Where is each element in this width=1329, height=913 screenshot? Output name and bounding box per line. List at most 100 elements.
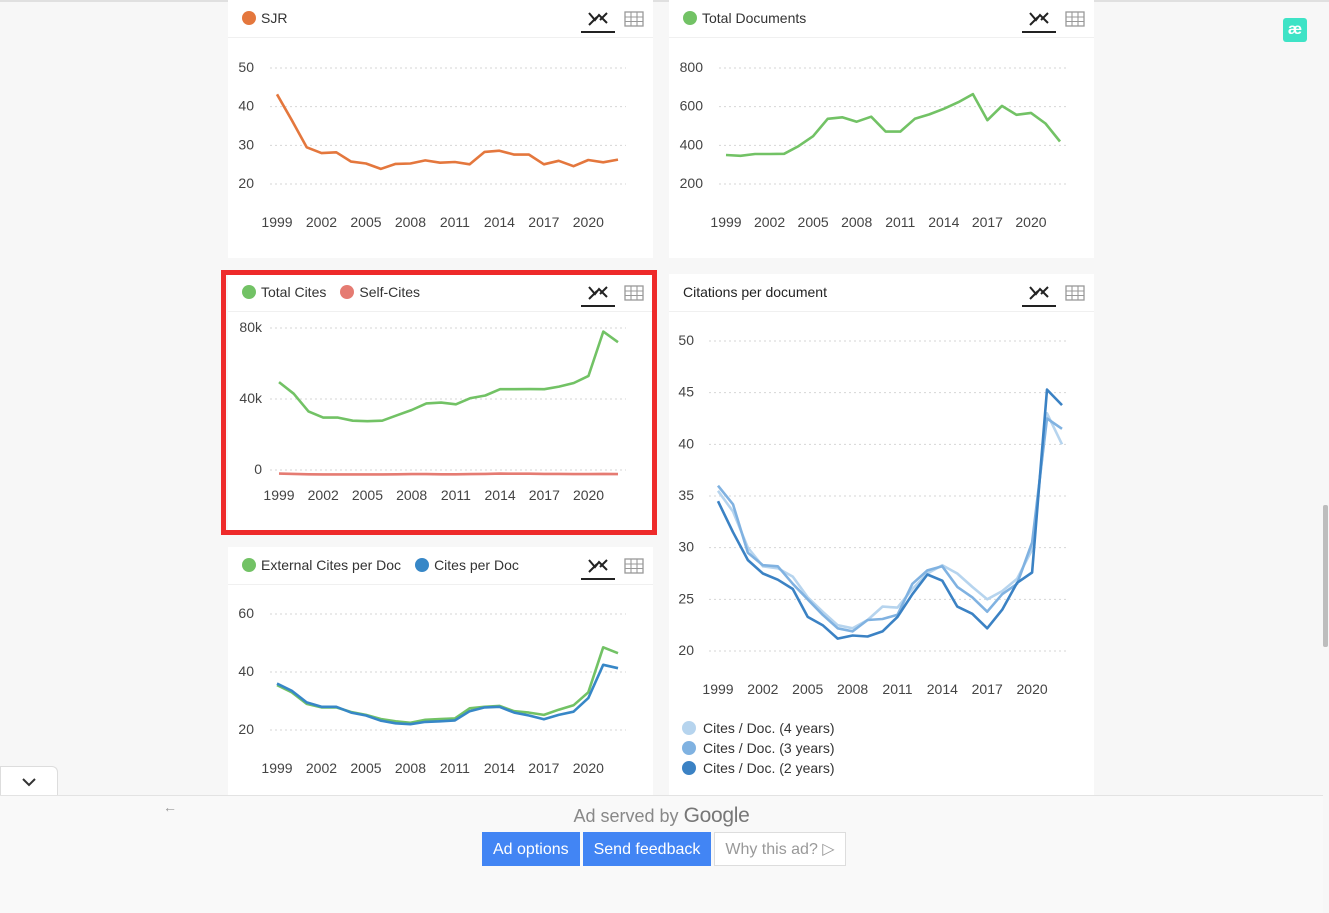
chart-legend: Cites / Doc. (4 years) Cites / Doc. (3 y… bbox=[682, 718, 834, 778]
chart-view-toggle[interactable] bbox=[581, 552, 615, 580]
x-tick-label: 2002 bbox=[754, 214, 785, 230]
legend-dot bbox=[682, 721, 696, 735]
panel-header: SJR bbox=[228, 0, 653, 38]
y-tick-label: 800 bbox=[680, 59, 704, 75]
legend-item-self-cites[interactable]: Self-Cites bbox=[340, 284, 420, 300]
ad-buttons: Ad options Send feedback Why this ad? ▷ bbox=[482, 832, 846, 866]
series-line[interactable] bbox=[716, 417, 1063, 633]
gridlines bbox=[719, 67, 1067, 185]
legend-label: Cites per Doc bbox=[434, 557, 519, 573]
x-tick-label: 1999 bbox=[263, 487, 294, 503]
chart-view-toggle[interactable] bbox=[581, 279, 615, 307]
chart-view-toggle[interactable] bbox=[581, 5, 615, 33]
back-arrow-icon[interactable]: ← bbox=[163, 799, 177, 815]
series-line[interactable] bbox=[716, 412, 1064, 630]
legend-label: SJR bbox=[261, 10, 288, 26]
series-line[interactable] bbox=[278, 330, 619, 423]
x-tick-label: 2008 bbox=[395, 214, 426, 230]
series-line[interactable] bbox=[278, 472, 619, 476]
legend-item-2-years[interactable]: Cites / Doc. (2 years) bbox=[682, 758, 834, 778]
x-tick-label: 2002 bbox=[747, 681, 778, 697]
ad-served-by: Ad served by Google bbox=[0, 804, 1323, 828]
x-tick-label: 2014 bbox=[484, 760, 515, 776]
x-tick-label: 2011 bbox=[441, 487, 471, 503]
line-chart-icon bbox=[588, 559, 608, 573]
x-tick-label: 2014 bbox=[928, 214, 959, 230]
total-documents-panel: Total Documents 200 400 600 800 1999 2002 2005… bbox=[669, 0, 1094, 258]
citations-per-document-chart: 20 25 30 35 40 45 50 1999 2002 2005 2008 2011 2014 20… bbox=[678, 332, 1067, 697]
x-tick-label: 2014 bbox=[927, 681, 958, 697]
send-feedback-button[interactable]: Send feedback bbox=[582, 832, 712, 866]
x-tick-label: 2014 bbox=[485, 487, 516, 503]
table-icon bbox=[1065, 11, 1085, 27]
x-tick-label: 2017 bbox=[528, 214, 559, 230]
x-tick-label: 2020 bbox=[1015, 214, 1046, 230]
legend-item-sjr[interactable]: SJR bbox=[242, 10, 287, 26]
legend-dot bbox=[242, 558, 256, 572]
gridlines bbox=[270, 327, 626, 471]
external-cites-panel: External Cites per Doc Cites per Doc 20 4… bbox=[228, 547, 653, 795]
extension-logo-icon[interactable]: æ bbox=[1283, 18, 1307, 42]
x-tick-label: 2020 bbox=[573, 214, 604, 230]
scrollbar-thumb[interactable] bbox=[1323, 505, 1328, 647]
legend-item-3-years[interactable]: Cites / Doc. (3 years) bbox=[682, 738, 834, 758]
total-documents-chart: 200 400 600 800 1999 2002 2005 2008 2011 2014 2017… bbox=[680, 59, 1067, 230]
series-line[interactable] bbox=[716, 388, 1063, 640]
gridlines bbox=[709, 340, 1067, 652]
chart-view-toggle[interactable] bbox=[1022, 5, 1056, 33]
legend-label: Self-Cites bbox=[359, 284, 421, 300]
y-tick-label: 20 bbox=[238, 721, 254, 737]
sjr-chart: 20 30 40 50 1999 2002 2005 2008 2011 2014 2017 2020 bbox=[238, 59, 626, 230]
panel-header: Citations per document bbox=[669, 274, 1094, 312]
x-tick-label: 2002 bbox=[306, 760, 337, 776]
x-tick-label: 2017 bbox=[972, 214, 1003, 230]
collapse-ad-button[interactable] bbox=[0, 766, 58, 796]
x-tick-label: 2014 bbox=[484, 214, 515, 230]
why-this-ad-button[interactable]: Why this ad? ▷ bbox=[714, 832, 846, 866]
legend-item-total-cites[interactable]: Total Cites bbox=[242, 284, 326, 300]
table-view-toggle[interactable] bbox=[617, 279, 651, 307]
table-view-toggle[interactable] bbox=[1058, 5, 1092, 33]
gridlines bbox=[270, 613, 626, 731]
legend-item-cites-per-doc[interactable]: Cites per Doc bbox=[415, 557, 519, 573]
x-tick-label: 2017 bbox=[972, 681, 1003, 697]
ad-options-button[interactable]: Ad options bbox=[482, 832, 580, 866]
x-tick-label: 2020 bbox=[1017, 681, 1048, 697]
y-tick-label: 80k bbox=[239, 319, 263, 335]
legend-dot bbox=[415, 558, 430, 572]
legend-item-external-cites[interactable]: External Cites per Doc bbox=[242, 557, 401, 573]
sjr-panel: SJR 20 30 40 50 1999 2002 2005 2008 2011 2014 2017… bbox=[228, 0, 653, 258]
x-tick-label: 2005 bbox=[352, 487, 383, 503]
series-line[interactable] bbox=[725, 92, 1062, 158]
legend-dot bbox=[683, 11, 697, 25]
table-view-toggle[interactable] bbox=[617, 5, 651, 33]
table-view-toggle[interactable] bbox=[617, 552, 651, 580]
x-tick-label: 2011 bbox=[885, 214, 915, 230]
served-text: Ad served by bbox=[573, 806, 679, 826]
chart-legend: Total Documents bbox=[683, 10, 806, 26]
table-icon bbox=[1065, 285, 1085, 301]
y-tick-label: 50 bbox=[678, 332, 694, 348]
top-border bbox=[0, 0, 1329, 2]
table-view-toggle[interactable] bbox=[1058, 279, 1092, 307]
series-line[interactable] bbox=[276, 646, 619, 725]
total-cites-panel: Total Cites Self-Cites 0 40k 80k 1999 2002 20… bbox=[228, 274, 653, 530]
ad-footer: ← Ad served by Google Ad options Send fe… bbox=[0, 795, 1323, 913]
chart-legend: External Cites per Doc Cites per Doc bbox=[242, 557, 519, 573]
legend-item-4-years[interactable]: Cites / Doc. (4 years) bbox=[682, 718, 834, 738]
chart-view-toggle[interactable] bbox=[1022, 279, 1056, 307]
table-icon bbox=[624, 285, 644, 301]
chart-legend: Total Cites Self-Cites bbox=[242, 284, 420, 300]
y-tick-label: 200 bbox=[680, 175, 704, 191]
table-icon bbox=[624, 558, 644, 574]
x-tick-label: 2002 bbox=[306, 214, 337, 230]
legend-dot bbox=[682, 761, 696, 775]
x-tick-label: 2008 bbox=[837, 681, 868, 697]
y-tick-label: 400 bbox=[680, 136, 704, 152]
legend-item-total-documents[interactable]: Total Documents bbox=[683, 10, 806, 26]
series-line[interactable] bbox=[276, 663, 619, 726]
series-line[interactable] bbox=[275, 93, 619, 171]
x-tick-label: 2011 bbox=[440, 214, 470, 230]
x-tick-label: 2005 bbox=[798, 214, 829, 230]
